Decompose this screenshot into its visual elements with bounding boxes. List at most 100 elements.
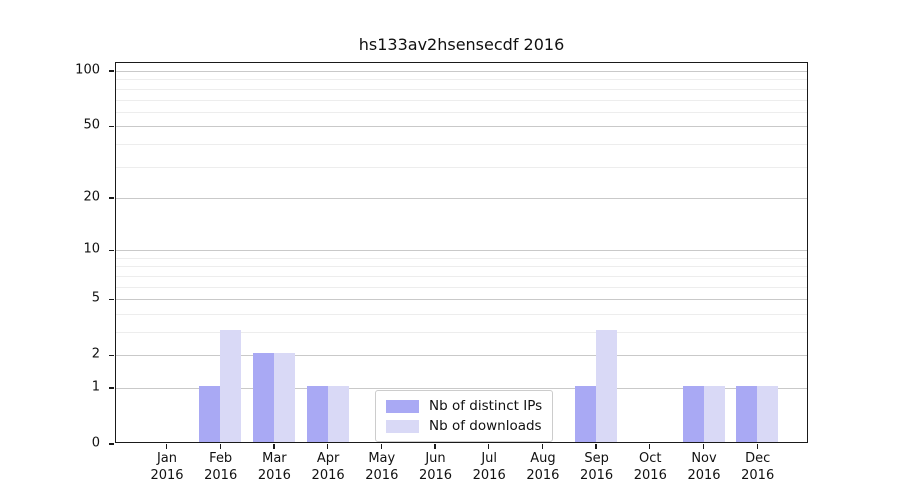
- gridline-minor-90: [116, 79, 807, 81]
- month-label: Dec: [745, 451, 771, 466]
- x-tick-label-may: May 2016: [365, 450, 398, 484]
- y-tick-label-5: 5: [91, 290, 100, 306]
- year-label: 2016: [204, 468, 238, 483]
- gridline-minor-7: [116, 275, 807, 277]
- year-label: 2016: [741, 468, 775, 483]
- gridline-minor-3: [116, 332, 807, 333]
- x-tick-mar: [273, 443, 275, 449]
- legend-label-distinct-ips: Nb of distinct IPs: [429, 398, 543, 414]
- gridline-minor-40: [116, 143, 807, 145]
- gridline-major-2: [116, 355, 807, 357]
- gridline-major-1: [116, 388, 807, 389]
- x-axis-labels: Jan 2016 Feb 2016 Mar 2016 Apr 2016 May 2016 Jun 20…: [115, 450, 808, 490]
- year-label: 2016: [150, 468, 184, 483]
- gridline-major-10: [116, 250, 807, 252]
- x-tick-jul: [488, 443, 490, 449]
- x-tick-label-sep: Sep 2016: [580, 450, 613, 484]
- x-tick-label-apr: Apr 2016: [312, 450, 345, 484]
- plot-area: Nb of distinct IPs Nb of downloads: [109, 62, 808, 449]
- year-label: 2016: [687, 468, 721, 483]
- x-tick-sep: [595, 443, 597, 449]
- year-label: 2016: [311, 468, 345, 483]
- year-label: 2016: [257, 468, 291, 483]
- month-label: Apr: [316, 451, 340, 466]
- year-label: 2016: [580, 468, 614, 483]
- legend-swatch-distinct-ips: [386, 399, 419, 413]
- x-tick-jan: [165, 443, 168, 449]
- legend-item-distinct-ips: Nb of distinct IPs: [386, 398, 542, 414]
- chart-title: hs133av2hsensecdf 2016: [358, 35, 565, 54]
- month-label: Jul: [481, 451, 498, 466]
- gridline-major-20: [116, 197, 807, 199]
- y-tick-20: [109, 197, 114, 199]
- month-label: Jan: [156, 451, 178, 466]
- gridline-minor-70: [116, 99, 807, 101]
- x-tick-label-jan: Jan 2016: [150, 450, 183, 484]
- legend-item-downloads: Nb of downloads: [386, 418, 542, 434]
- x-tick-label-feb: Feb 2016: [204, 450, 237, 484]
- year-label: 2016: [526, 468, 560, 483]
- month-label: Sep: [584, 451, 609, 466]
- gridline-minor-8: [116, 266, 807, 268]
- bar-nb-of-downloads-mar: [273, 353, 295, 442]
- bar-nb-of-downloads-apr: [327, 386, 349, 442]
- y-tick-2: [109, 354, 114, 356]
- gridline-major-100: [116, 71, 807, 72]
- month-label: Nov: [691, 451, 717, 466]
- year-label: 2016: [633, 468, 667, 483]
- gridline-minor-60: [116, 111, 807, 113]
- month-label: Feb: [209, 451, 233, 466]
- bar-nb-of-downloads-feb: [220, 330, 242, 442]
- x-tick-dec: [756, 443, 758, 449]
- month-label: Aug: [530, 451, 556, 466]
- x-tick-feb: [219, 443, 221, 449]
- x-tick-label-jun: Jun 2016: [419, 450, 452, 484]
- bar-nb-of-downloads-dec: [757, 386, 779, 442]
- y-tick-50: [109, 125, 114, 127]
- gridline-minor-30: [116, 166, 807, 168]
- year-label: 2016: [418, 468, 453, 483]
- x-tick-label-oct: Oct 2016: [634, 450, 667, 484]
- y-tick-label-2: 2: [91, 346, 100, 362]
- bar-nb-of-downloads-nov: [703, 386, 725, 442]
- month-label: Jun: [425, 451, 446, 466]
- x-tick-apr: [326, 443, 329, 449]
- month-label: Mar: [262, 451, 287, 466]
- bar-nb-of-distinct-ips-nov: [682, 386, 704, 442]
- y-tick-label-10: 10: [83, 241, 100, 257]
- x-tick-label-mar: Mar 2016: [258, 450, 291, 484]
- bar-nb-of-distinct-ips-apr: [306, 386, 328, 442]
- y-axis-labels: 0 1 2 5 10 20 50 100: [0, 62, 106, 451]
- bar-nb-of-distinct-ips-dec: [736, 386, 758, 442]
- gridline-minor-9: [116, 257, 807, 259]
- month-label: Oct: [639, 451, 662, 466]
- x-tick-aug: [541, 443, 544, 449]
- x-tick-label-aug: Aug 2016: [526, 450, 559, 484]
- y-tick-5: [109, 298, 114, 300]
- gridline-major-50: [116, 126, 807, 128]
- x-tick-oct: [649, 443, 651, 449]
- y-tick-100: [109, 70, 114, 72]
- legend: Nb of distinct IPs Nb of downloads: [375, 390, 554, 442]
- y-tick-label-20: 20: [83, 189, 100, 205]
- year-label: 2016: [472, 468, 506, 483]
- month-label: May: [368, 451, 396, 466]
- bar-nb-of-downloads-sep: [596, 330, 618, 442]
- y-tick-1: [109, 387, 114, 389]
- year-label: 2016: [365, 468, 399, 483]
- bar-nb-of-distinct-ips-mar: [252, 353, 274, 442]
- x-tick-label-jul: Jul 2016: [473, 450, 506, 484]
- x-tick-nov: [702, 443, 705, 449]
- legend-swatch-downloads: [386, 419, 419, 433]
- legend-label-downloads: Nb of downloads: [429, 418, 542, 434]
- x-tick-label-dec: Dec 2016: [741, 450, 774, 484]
- y-tick-label-100: 100: [75, 62, 100, 78]
- x-tick-jun: [434, 443, 436, 449]
- gridline-minor-6: [116, 286, 807, 288]
- bar-nb-of-distinct-ips-feb: [199, 386, 221, 442]
- y-tick-label-1: 1: [91, 379, 100, 395]
- y-tick-label-50: 50: [83, 117, 100, 133]
- gridline-minor-80: [116, 88, 807, 90]
- y-tick-10: [109, 249, 114, 251]
- y-tick-label-0: 0: [91, 435, 100, 451]
